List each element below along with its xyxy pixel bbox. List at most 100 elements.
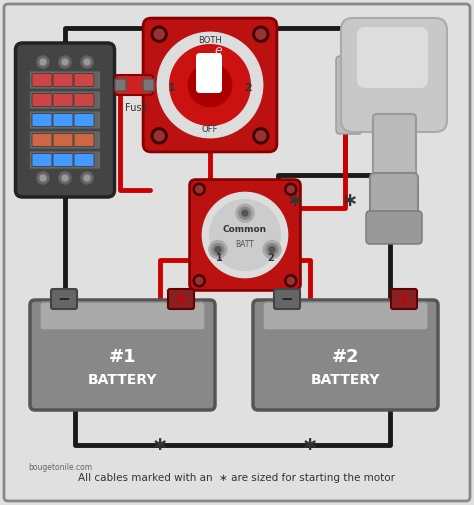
FancyBboxPatch shape (29, 131, 100, 149)
FancyBboxPatch shape (32, 133, 52, 146)
FancyBboxPatch shape (32, 74, 52, 86)
Circle shape (253, 26, 269, 42)
Text: −: − (281, 291, 293, 307)
FancyBboxPatch shape (143, 18, 277, 152)
FancyBboxPatch shape (74, 154, 94, 167)
FancyBboxPatch shape (32, 114, 52, 126)
Circle shape (287, 186, 294, 193)
Text: #2: #2 (332, 348, 359, 366)
FancyBboxPatch shape (373, 114, 416, 187)
Circle shape (151, 128, 167, 144)
Text: ∗: ∗ (302, 435, 318, 454)
Circle shape (59, 172, 71, 184)
FancyBboxPatch shape (53, 74, 73, 86)
Circle shape (287, 277, 294, 284)
FancyBboxPatch shape (29, 151, 100, 169)
Circle shape (202, 192, 288, 278)
FancyBboxPatch shape (263, 302, 428, 330)
Text: 1: 1 (168, 83, 175, 93)
Text: ∗: ∗ (287, 190, 303, 210)
Circle shape (212, 243, 224, 256)
FancyBboxPatch shape (274, 289, 300, 309)
Text: BATT: BATT (236, 240, 255, 249)
Circle shape (37, 56, 49, 68)
Circle shape (236, 204, 254, 222)
Circle shape (266, 243, 278, 256)
Text: e: e (214, 44, 222, 58)
Circle shape (40, 175, 46, 181)
FancyBboxPatch shape (40, 302, 205, 330)
Text: BOTH: BOTH (198, 36, 222, 45)
FancyBboxPatch shape (53, 133, 73, 146)
Text: All cables marked with an  ∗ are sized for starting the motor: All cables marked with an ∗ are sized fo… (79, 473, 395, 483)
FancyBboxPatch shape (53, 154, 73, 167)
Text: +: + (398, 291, 410, 307)
FancyBboxPatch shape (357, 27, 428, 88)
FancyBboxPatch shape (74, 93, 94, 107)
FancyBboxPatch shape (29, 111, 100, 129)
Circle shape (40, 59, 46, 65)
Circle shape (239, 207, 251, 219)
FancyBboxPatch shape (32, 93, 52, 107)
Circle shape (263, 240, 281, 259)
Circle shape (256, 29, 266, 39)
Circle shape (196, 277, 203, 284)
Circle shape (188, 63, 232, 107)
Circle shape (81, 172, 93, 184)
Text: BATTERY: BATTERY (311, 373, 380, 387)
Text: BATTERY: BATTERY (88, 373, 157, 387)
FancyBboxPatch shape (74, 133, 94, 146)
FancyBboxPatch shape (29, 91, 100, 109)
Text: Fuse: Fuse (125, 103, 147, 113)
Circle shape (209, 240, 227, 259)
FancyBboxPatch shape (32, 154, 52, 167)
FancyBboxPatch shape (366, 211, 422, 244)
FancyBboxPatch shape (16, 43, 115, 197)
Circle shape (253, 128, 269, 144)
Circle shape (256, 131, 266, 141)
Text: 2: 2 (268, 253, 274, 263)
Circle shape (154, 131, 164, 141)
Circle shape (170, 45, 250, 125)
Circle shape (84, 175, 90, 181)
FancyBboxPatch shape (74, 74, 94, 86)
Circle shape (210, 199, 280, 270)
Circle shape (269, 246, 275, 252)
FancyBboxPatch shape (391, 289, 417, 309)
Text: #1: #1 (109, 348, 137, 366)
FancyBboxPatch shape (53, 114, 73, 126)
Circle shape (62, 175, 68, 181)
Circle shape (154, 29, 164, 39)
Circle shape (285, 183, 297, 195)
FancyBboxPatch shape (74, 114, 94, 126)
Circle shape (193, 275, 205, 287)
FancyBboxPatch shape (253, 300, 438, 410)
FancyBboxPatch shape (370, 173, 418, 228)
FancyBboxPatch shape (115, 79, 126, 91)
Circle shape (81, 56, 93, 68)
FancyBboxPatch shape (336, 56, 362, 134)
Circle shape (242, 210, 248, 216)
Circle shape (59, 56, 71, 68)
Text: OFF: OFF (202, 125, 218, 134)
Circle shape (62, 59, 68, 65)
Circle shape (37, 172, 49, 184)
Circle shape (285, 275, 297, 287)
FancyBboxPatch shape (4, 4, 470, 501)
FancyBboxPatch shape (143, 79, 154, 91)
Text: ∗: ∗ (342, 190, 358, 210)
Circle shape (196, 186, 203, 193)
Circle shape (151, 26, 167, 42)
FancyBboxPatch shape (115, 75, 153, 95)
Circle shape (84, 59, 90, 65)
Circle shape (157, 32, 263, 138)
FancyBboxPatch shape (190, 180, 301, 290)
Circle shape (193, 183, 205, 195)
Text: ∗: ∗ (152, 435, 168, 454)
Text: Common: Common (223, 225, 267, 234)
Text: 1: 1 (216, 253, 222, 263)
FancyBboxPatch shape (53, 93, 73, 107)
Circle shape (215, 246, 221, 252)
FancyBboxPatch shape (30, 300, 215, 410)
Text: −: − (58, 291, 70, 307)
